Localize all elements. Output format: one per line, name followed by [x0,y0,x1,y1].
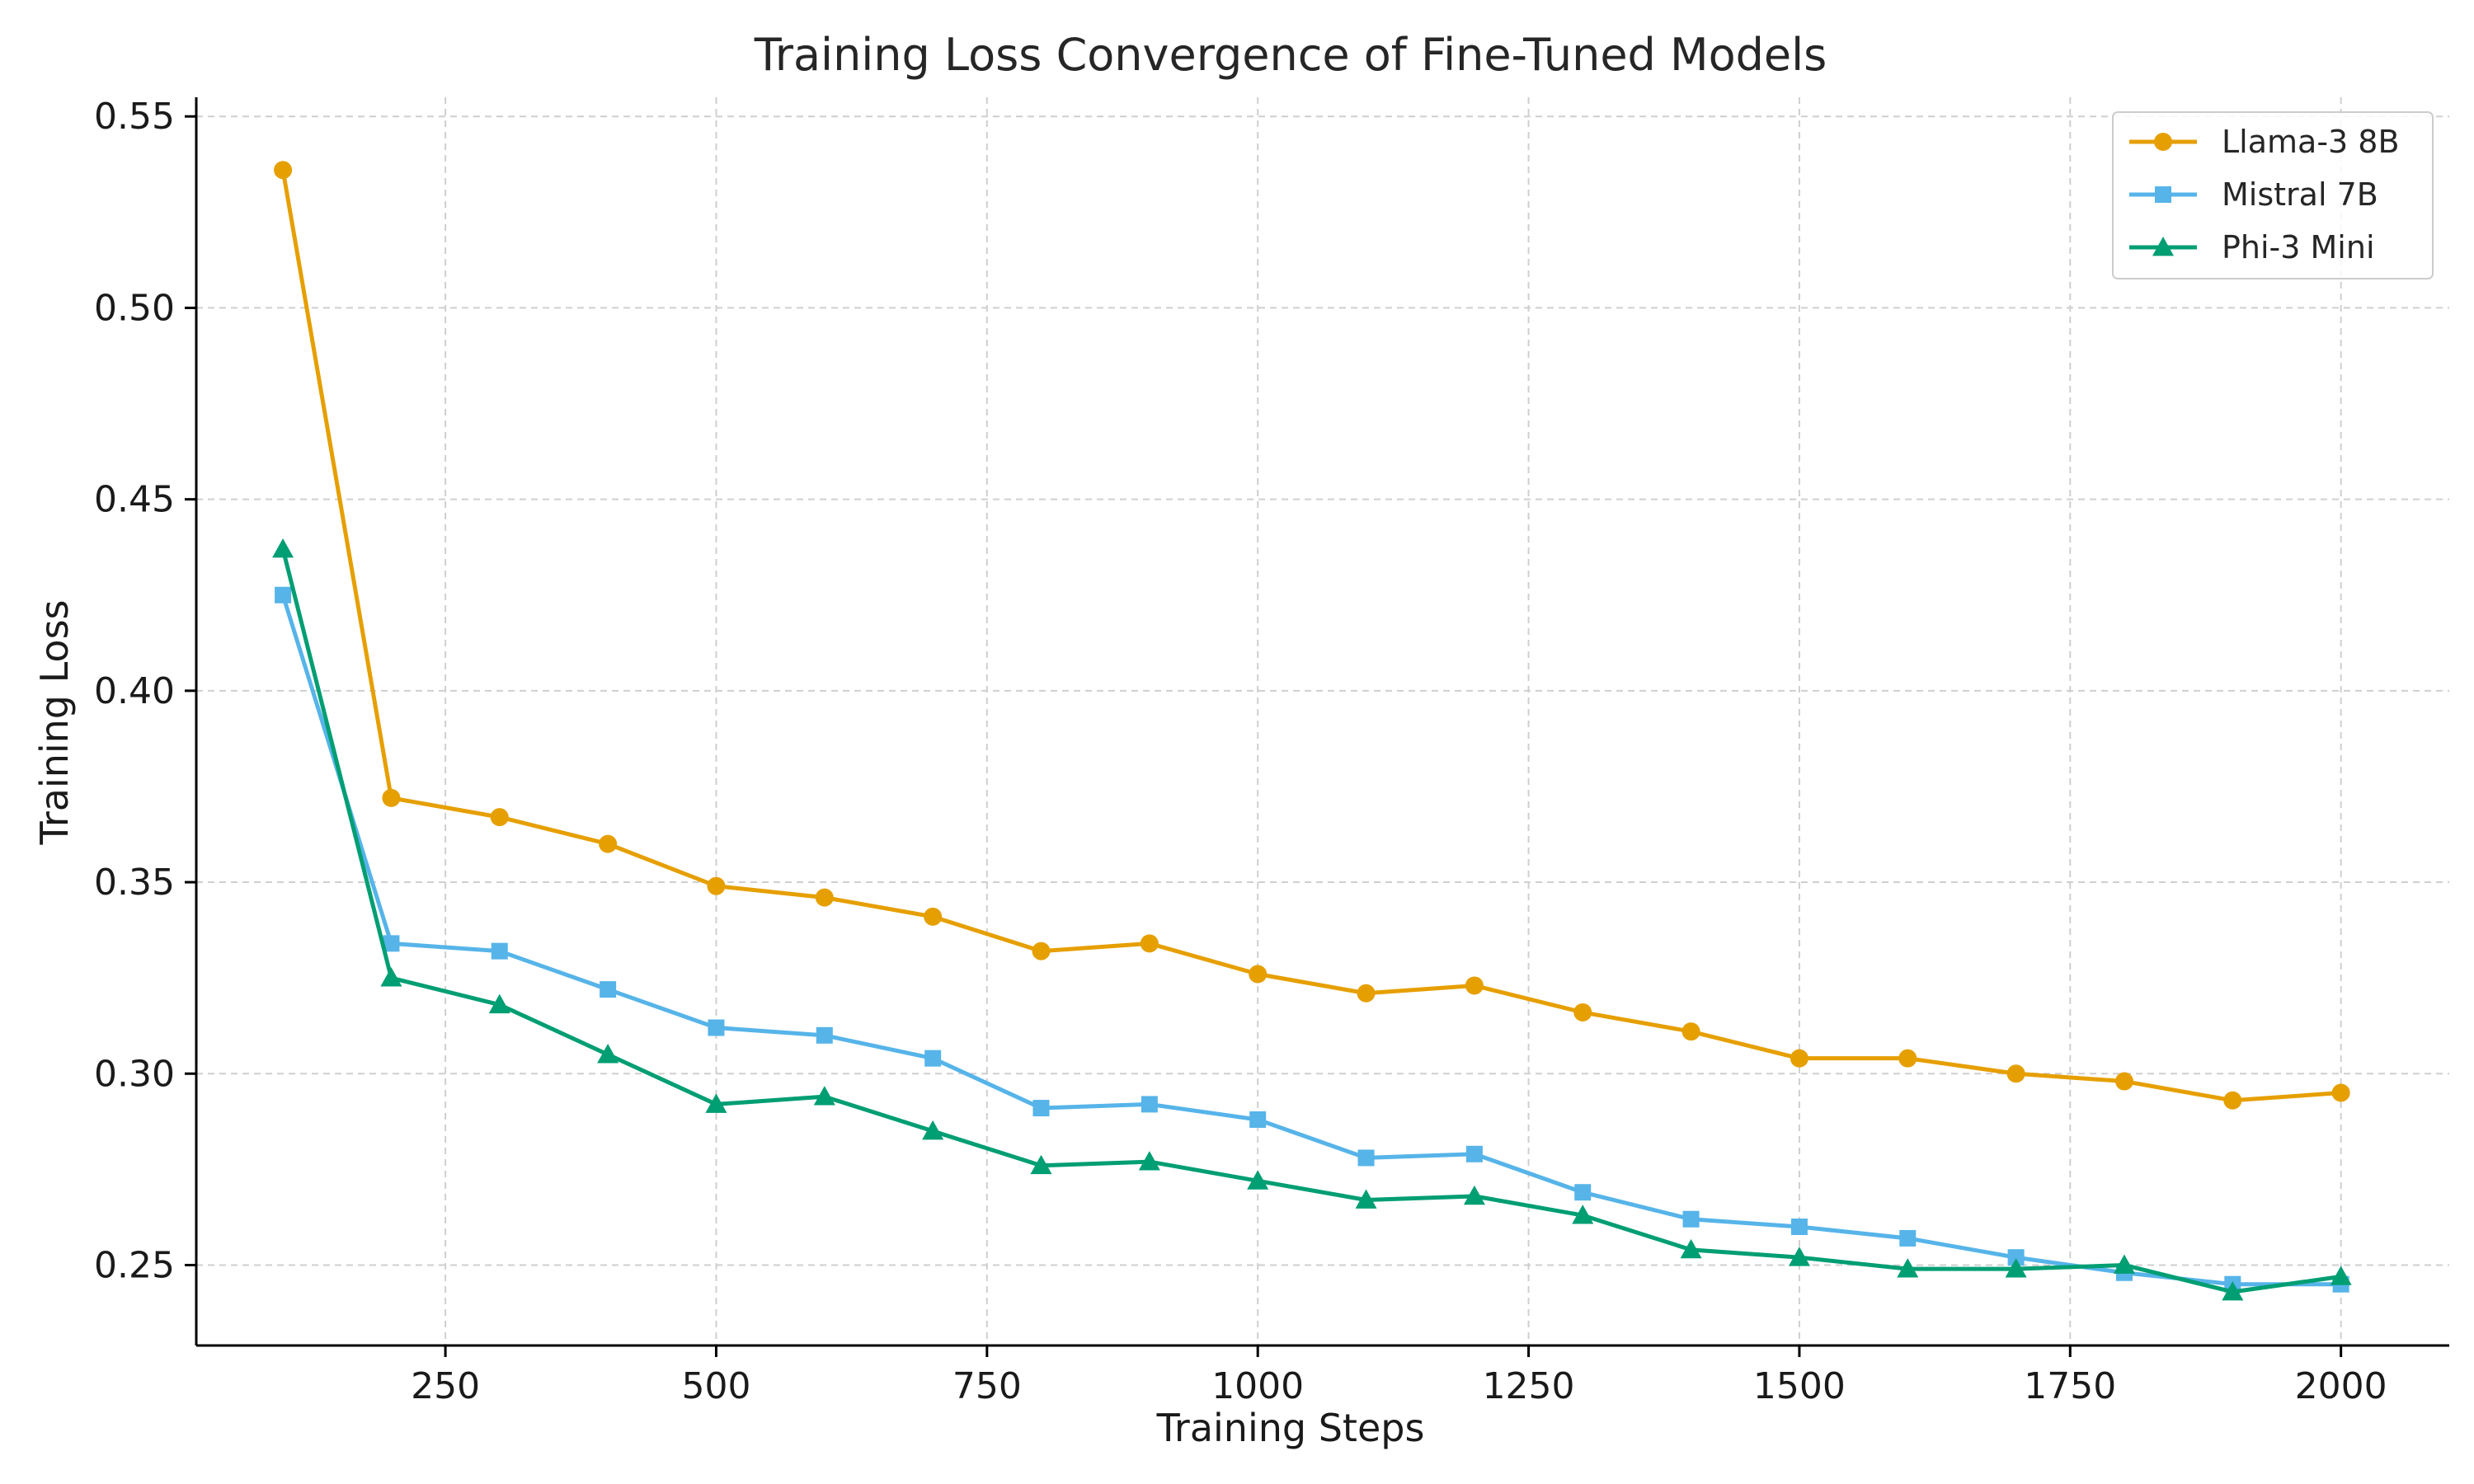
data-point [1030,1154,1052,1175]
data-point [1032,1100,1050,1117]
x-axis-label: Training Steps [1156,1406,1425,1450]
x-tick-label: 2000 [2295,1365,2387,1407]
legend-swatch-marker [2154,133,2172,151]
data-point [708,1019,725,1036]
y-tick-label: 0.40 [94,670,175,712]
series-phi-3-mini [272,538,2352,1301]
y-tick-label: 0.55 [94,96,175,138]
legend-label: Mistral 7B [2222,176,2378,213]
data-point [382,788,401,807]
legend-label: Phi-3 Mini [2222,229,2375,265]
data-point [1465,1145,1483,1162]
data-point [1463,1185,1485,1205]
x-tick-label: 750 [952,1365,1022,1407]
data-point [1465,976,1484,995]
series-llama-3-8b [274,161,2350,1110]
legend-swatch-marker [2155,186,2171,203]
x-tick-label: 1250 [1483,1365,1575,1407]
data-point [600,981,617,998]
legend-item: Mistral 7B [2129,176,2378,213]
legend-label: Llama-3 8B [2222,124,2400,160]
data-point [597,1044,619,1064]
legend-item: Phi-3 Mini [2129,229,2375,265]
data-point [274,161,293,180]
data-point [1249,1111,1267,1128]
data-point [1572,1205,1594,1224]
data-point [816,1026,833,1044]
data-point [1032,942,1051,960]
x-tick-label: 1500 [1753,1365,1846,1407]
y-tick-label: 0.25 [94,1244,175,1286]
data-point [1357,984,1376,1003]
data-point [1681,1022,1700,1041]
data-point [2330,1266,2352,1285]
legend: Llama-3 8B Mistral 7B Phi-3 Mini [2112,111,2434,279]
y-tick-label: 0.30 [94,1053,175,1095]
data-point [1573,1003,1592,1021]
data-point [815,888,834,907]
data-point [599,834,618,853]
data-point [490,808,509,827]
y-tick-label: 0.50 [94,287,175,329]
x-tick-label: 250 [411,1365,480,1407]
data-point [2222,1280,2244,1301]
data-point [1680,1238,1702,1259]
y-tick-label: 0.35 [94,862,175,904]
data-point [1355,1189,1377,1209]
y-axis-label: Training Loss [32,599,77,845]
data-point [491,942,508,960]
data-point [2331,1083,2350,1102]
series-line [280,169,2341,1103]
data-point [1897,1258,1919,1278]
data-point [1138,1151,1160,1171]
series-line [280,594,2341,1287]
data-point [813,1086,835,1106]
data-point [380,967,402,987]
legend-swatch-marker [2152,237,2174,256]
data-point [924,907,943,926]
data-point [383,935,400,952]
data-point [1249,965,1268,984]
data-point [275,586,292,603]
data-point [2005,1258,2027,1278]
data-point [2006,1064,2025,1083]
chart-title: Training Loss Convergence of Fine-Tuned … [754,29,1827,81]
data-point [272,538,294,558]
grid-lines [196,97,2449,1345]
data-point [2007,1249,2025,1266]
data-point [1140,934,1159,953]
data-point [1682,1210,1700,1228]
data-point [1788,1247,1810,1266]
series-line [280,548,2342,1294]
data-point [922,1120,944,1140]
legend-item: Llama-3 8B [2129,124,2400,160]
data-point [1574,1184,1592,1201]
axes [185,97,2449,1357]
tick-labels: 250 500 750 1000 1250 1500 1750 2000 0.25 0.30 0.3… [94,96,2387,1407]
x-tick-label: 1750 [2024,1365,2116,1407]
data-point [2223,1091,2242,1110]
y-tick-label: 0.45 [94,479,175,521]
data-point [1790,1219,1808,1236]
data-point [1898,1049,1917,1068]
data-point [1247,1170,1269,1190]
series-mistral-7b [275,586,2349,1293]
x-tick-label: 1000 [1211,1365,1304,1407]
data-point [488,993,510,1014]
data-point [1141,1096,1158,1113]
x-tick-label: 500 [681,1365,750,1407]
legend-box [2112,111,2434,279]
data-point [2113,1254,2135,1274]
data-point [707,876,726,895]
data-point [705,1093,727,1113]
data-point [1357,1149,1375,1167]
data-point [1899,1229,1917,1247]
series-layer [272,161,2352,1301]
data-point [1790,1049,1808,1068]
data-point [924,1050,942,1067]
data-point [2114,1072,2133,1091]
